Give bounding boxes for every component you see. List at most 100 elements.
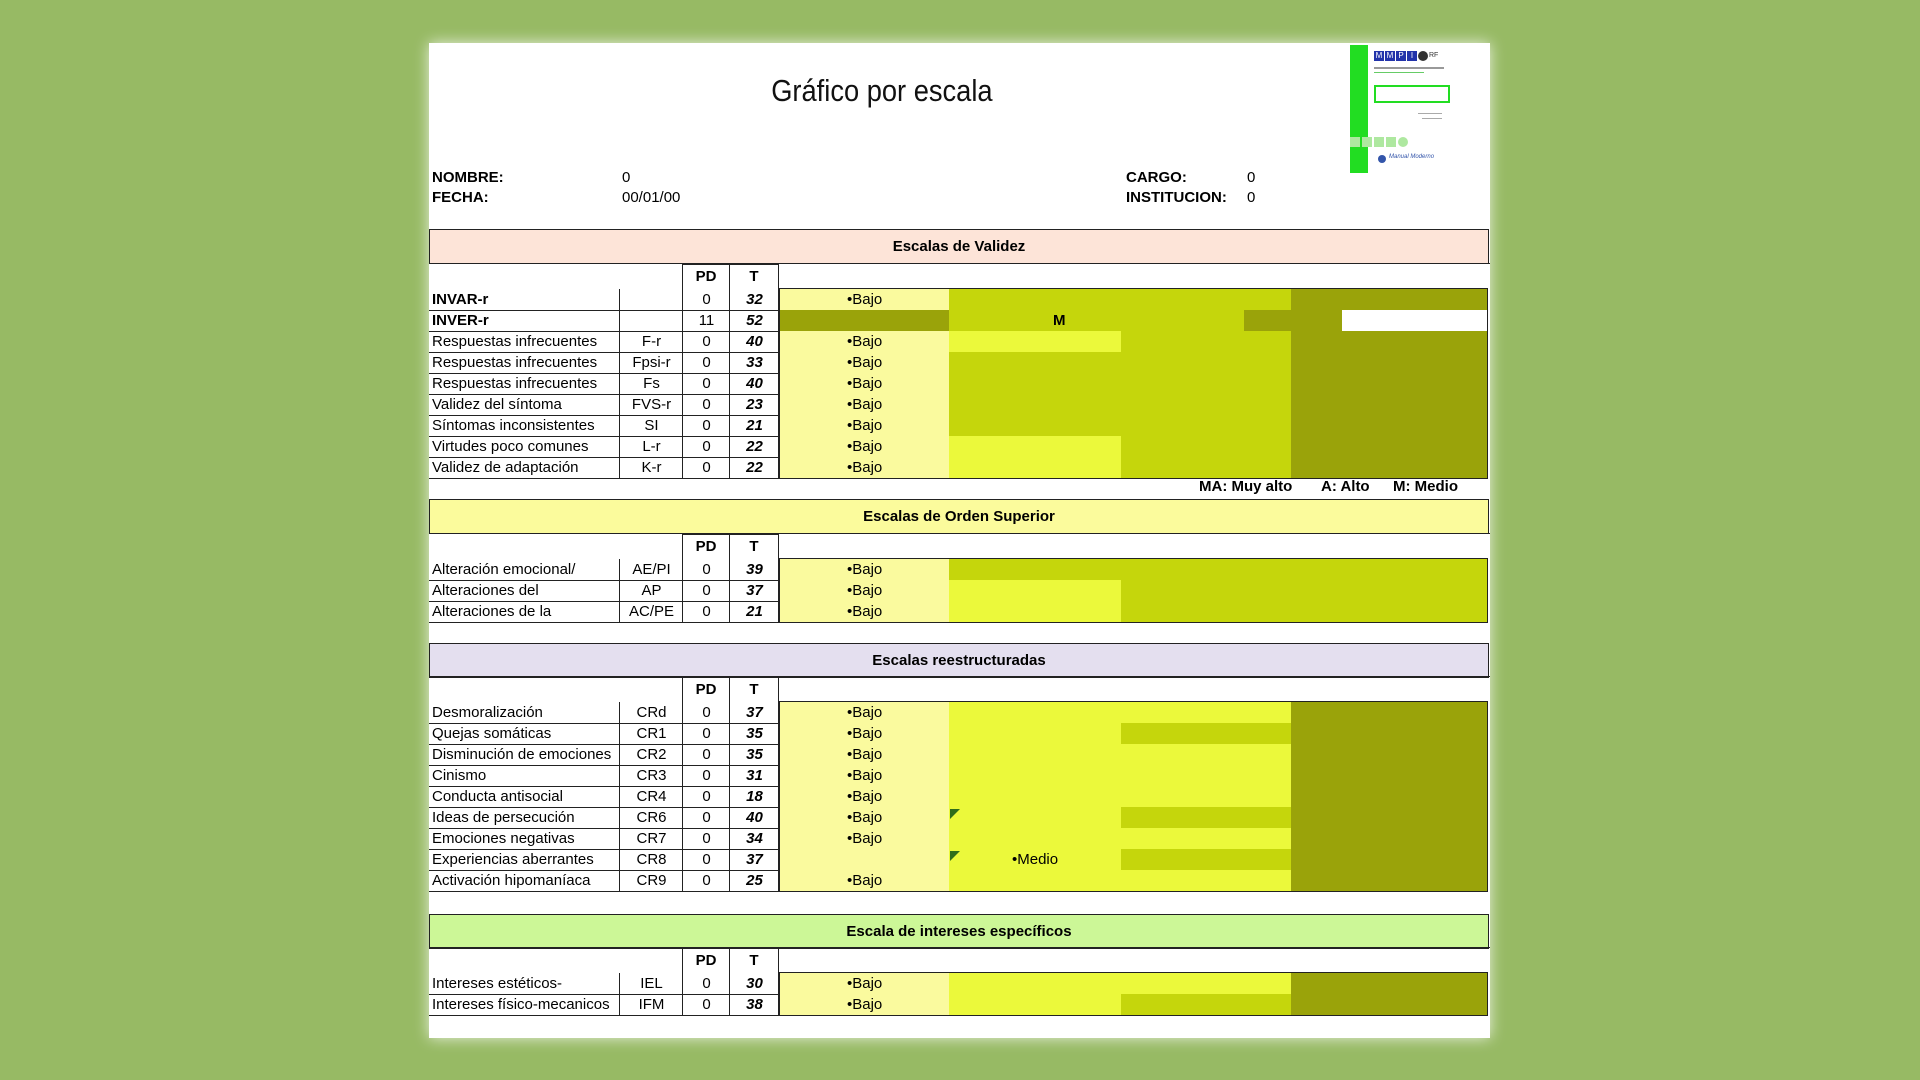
scale-row: INVER-r 11 52 M: [429, 310, 1490, 332]
pd-value: 0: [682, 580, 730, 602]
scale-row: Síntomas inconsistentes SI 0 21 •Bajo: [429, 415, 1490, 437]
level-band: [1121, 601, 1291, 622]
pd-column-header: PD: [682, 948, 730, 973]
level-band: [778, 559, 949, 580]
level-band: [778, 373, 949, 394]
level-label: •Bajo: [847, 333, 883, 350]
pd-value: 0: [682, 373, 730, 395]
scale-row: Intereses estéticos- IEL 0 30 •Bajo: [429, 973, 1490, 995]
pd-value: 0: [682, 786, 730, 808]
institucion-label: INSTITUCION:: [1126, 189, 1227, 206]
scale-name: Validez de adaptación: [429, 457, 622, 479]
pd-value: 0: [682, 849, 730, 871]
level-band: [1121, 580, 1291, 601]
level-label: •Bajo: [847, 603, 883, 620]
scale-abbr: SI: [619, 415, 683, 437]
scale-row: Respuestas infrecuentes F-r 0 40 •Bajo: [429, 331, 1490, 353]
cargo-value: 0: [1247, 169, 1256, 186]
t-value: 25: [729, 870, 780, 892]
level-band: [778, 828, 949, 849]
level-band: [1291, 870, 1487, 891]
level-band: [1023, 310, 1096, 331]
pd-value: 0: [682, 331, 730, 353]
page-title: Gráfico por escala: [771, 73, 993, 108]
mmpi-logo: M M P I RF Manual Moderno: [1350, 45, 1460, 173]
level-label: •Bajo: [847, 417, 883, 434]
t-value: 39: [729, 559, 780, 581]
level-band: [778, 702, 949, 723]
t-value: 40: [729, 373, 780, 395]
level-band: [778, 352, 949, 373]
pd-value: 0: [682, 994, 730, 1016]
scale-row: Validez de adaptación K-r 0 22 •Bajo: [429, 457, 1490, 479]
scale-name: Activación hipomaníaca: [429, 870, 622, 892]
level-label: •Bajo: [847, 975, 883, 992]
level-band: [1121, 331, 1291, 352]
level-band: [1121, 849, 1291, 870]
level-band: [778, 994, 949, 1015]
level-band: [1291, 289, 1487, 310]
t-value: 37: [729, 580, 780, 602]
scale-name: Alteraciones de la: [429, 601, 622, 623]
level-band: [949, 436, 1121, 457]
level-band: [949, 807, 1121, 828]
level-band: [949, 373, 1121, 394]
level-label: •Bajo: [847, 996, 883, 1013]
scale-row: Conducta antisocial CR4 0 18 •Bajo: [429, 786, 1490, 808]
level-band: [1121, 436, 1291, 457]
t-value: 22: [729, 457, 780, 479]
level-band: [1291, 559, 1487, 580]
institucion-value: 0: [1247, 189, 1256, 206]
scale-abbr: CR9: [619, 870, 683, 892]
level-band: [1291, 373, 1487, 394]
pd-value: 0: [682, 828, 730, 850]
scale-name: Alteración emocional/: [429, 559, 622, 581]
scale-abbr: CR6: [619, 807, 683, 829]
scale-row: Respuestas infrecuentes Fpsi-r 0 33 •Bajo: [429, 352, 1490, 374]
scale-name: INVER-r: [429, 310, 622, 332]
level-band: [1121, 828, 1291, 849]
level-band: [1291, 765, 1487, 786]
cargo-label: CARGO:: [1126, 169, 1187, 186]
pd-value: 0: [682, 457, 730, 479]
t-value: 34: [729, 828, 780, 850]
t-value: 37: [729, 702, 780, 724]
scale-name: Alteraciones del: [429, 580, 622, 602]
level-band: [1121, 744, 1291, 765]
scale-row: INVAR-r 0 32 •Bajo: [429, 289, 1490, 311]
nombre-label: NOMBRE:: [432, 169, 504, 186]
level-band: [778, 723, 949, 744]
level-band: [778, 870, 949, 891]
level-band: [949, 765, 1121, 786]
scale-name: Intereses estéticos-: [429, 973, 622, 995]
level-band: [949, 310, 1023, 331]
level-band: [949, 994, 1121, 1015]
t-value: 32: [729, 289, 780, 311]
scale-abbr: Fs: [619, 373, 683, 395]
scale-row: Disminución de emociones CR2 0 35 •Bajo: [429, 744, 1490, 766]
scale-abbr: IFM: [619, 994, 683, 1016]
scale-abbr: K-r: [619, 457, 683, 479]
level-band: [1291, 415, 1487, 436]
level-band: [1291, 394, 1487, 415]
level-band: [778, 765, 949, 786]
t-value: 21: [729, 601, 780, 623]
t-value: 21: [729, 415, 780, 437]
scale-name: Respuestas infrecuentes: [429, 331, 622, 353]
scale-abbr: CR4: [619, 786, 683, 808]
level-label: •Bajo: [847, 561, 883, 578]
level-band: [778, 744, 949, 765]
level-band: [778, 786, 949, 807]
t-value: 30: [729, 973, 780, 995]
scale-row: Validez del síntoma FVS-r 0 23 •Bajo: [429, 394, 1490, 416]
level-band: [1291, 828, 1487, 849]
pd-value: 0: [682, 352, 730, 374]
level-band: [949, 580, 1121, 601]
scale-name: INVAR-r: [429, 289, 622, 311]
level-band: [1121, 786, 1291, 807]
t-column-header: T: [729, 264, 779, 289]
scale-name: Ideas de persecución: [429, 807, 622, 829]
scale-name: Validez del síntoma: [429, 394, 622, 416]
level-band: [1121, 289, 1291, 310]
level-band: [1121, 973, 1291, 994]
